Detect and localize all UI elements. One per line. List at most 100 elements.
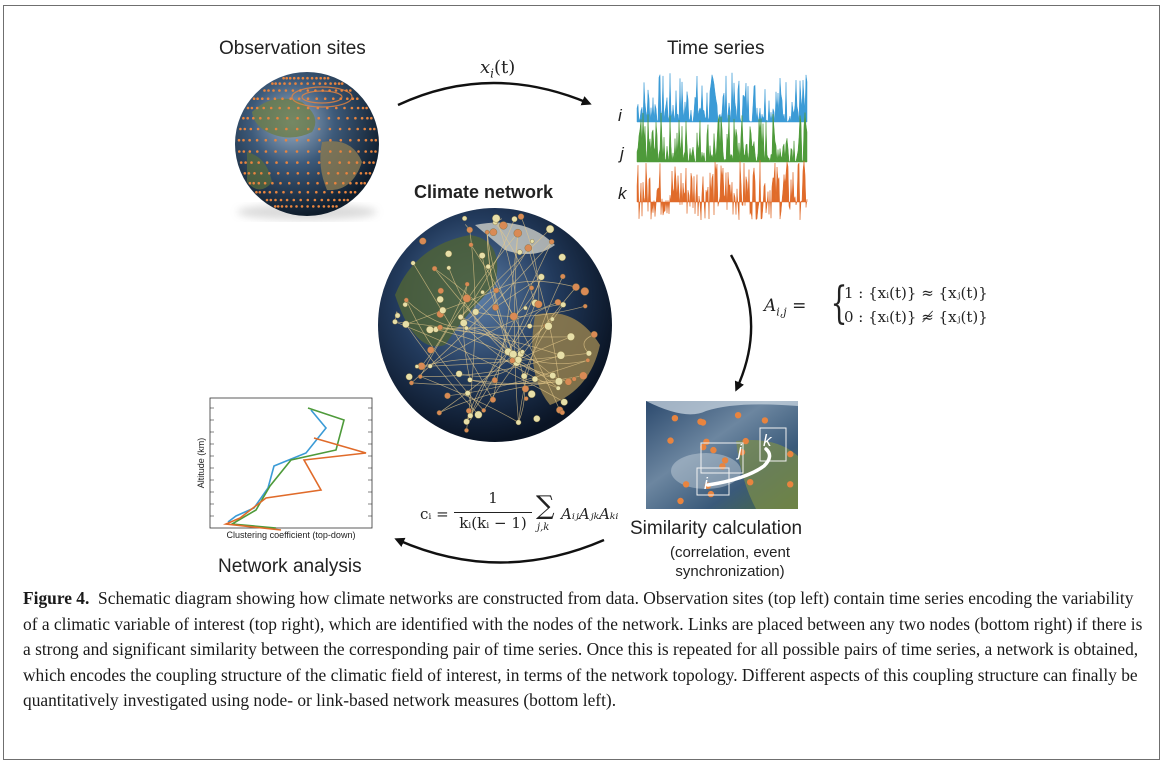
similarity-node-j: j	[736, 441, 743, 460]
observation-dot	[315, 190, 318, 194]
network-node	[426, 325, 434, 334]
similarity-dot	[710, 446, 717, 454]
network-node	[555, 385, 561, 391]
observation-dot	[297, 181, 300, 185]
network-node	[491, 377, 498, 384]
figure-frame	[3, 5, 1160, 760]
observation-dot	[370, 116, 373, 120]
similarity-dot	[700, 443, 707, 451]
observation-dot	[325, 181, 328, 185]
network-node	[523, 396, 529, 401]
clustering-den: kᵢ(kᵢ − 1)	[459, 514, 527, 532]
observation-dot	[327, 198, 330, 202]
network-edge	[469, 379, 559, 385]
network-node	[427, 363, 433, 369]
observation-dot	[345, 172, 348, 175]
network-node	[446, 265, 452, 271]
network-node	[524, 244, 533, 252]
observation-dot	[276, 172, 280, 175]
network-node	[414, 364, 420, 369]
observation-dot	[364, 172, 368, 175]
clustering-equation: cᵢ = 1 kᵢ(kᵢ − 1) ∑ j,k AᵢⱼAⱼₖAₖᵢ	[420, 489, 618, 539]
network-node	[571, 376, 577, 382]
observation-dot	[278, 89, 281, 92]
network-nodes	[392, 213, 598, 433]
network-edge	[439, 381, 559, 414]
observation-dot	[268, 190, 272, 194]
observation-dot	[356, 97, 359, 100]
network-edge	[486, 232, 509, 352]
observation-dot	[288, 181, 291, 185]
network-node	[394, 312, 401, 319]
network-edge	[421, 358, 517, 367]
observation-dot	[354, 116, 357, 120]
observation-dot	[259, 116, 262, 120]
network-node	[580, 287, 590, 296]
network-node	[511, 216, 518, 223]
network-node	[492, 214, 501, 223]
clustering-rhs: AᵢⱼAⱼₖAₖᵢ	[561, 505, 619, 523]
observation-dot	[372, 161, 375, 164]
observation-dot	[306, 181, 310, 185]
observation-dot	[247, 172, 251, 175]
observation-dot	[300, 205, 304, 208]
network-edge	[481, 255, 518, 363]
network-edge	[495, 218, 520, 360]
similarity-dot	[677, 497, 684, 505]
observation-dot	[357, 150, 360, 153]
observation-dot	[306, 205, 309, 208]
similarity-dot	[747, 479, 754, 486]
similarity-dot	[671, 415, 679, 422]
time-series-label: Time series	[667, 38, 765, 59]
similarity-note-line1: (correlation, event	[669, 544, 791, 561]
network-node	[523, 305, 528, 311]
arrow-timeseries-to-similarity	[729, 254, 753, 392]
network-edge	[520, 216, 540, 305]
network-edge	[460, 228, 551, 318]
network-node	[579, 371, 588, 380]
observation-dot	[256, 127, 260, 131]
similarity-dot	[707, 490, 715, 498]
observation-dot	[333, 82, 337, 85]
network-edge	[518, 276, 564, 423]
network-node	[492, 304, 499, 311]
network-node	[437, 324, 443, 331]
similarity-node-k: k	[763, 431, 773, 450]
network-node	[556, 351, 566, 360]
analysis-ticks	[210, 407, 372, 517]
observation-dot	[257, 161, 260, 164]
network-edge	[460, 316, 553, 376]
series-label-j: j	[620, 144, 624, 163]
network-node	[410, 260, 416, 266]
observation-dot	[334, 89, 338, 92]
network-node	[455, 370, 463, 378]
network-node	[439, 306, 447, 314]
observation-dot	[337, 190, 341, 194]
network-node	[527, 390, 536, 399]
observation-dot	[329, 138, 332, 142]
observation-dot	[323, 190, 326, 194]
network-node	[509, 312, 518, 321]
observation-dot	[306, 106, 310, 110]
network-node	[436, 410, 442, 416]
observation-dot	[263, 89, 266, 92]
observation-dot	[279, 198, 283, 202]
adjacency-lhs-sub: i,j	[776, 305, 787, 319]
network-edge	[459, 362, 517, 377]
similarity-dot	[721, 457, 729, 464]
adjacency-lhs: A	[764, 296, 777, 316]
observation-dot	[274, 127, 278, 131]
observation-sites-label: Observation sites	[219, 38, 366, 59]
network-node	[444, 392, 451, 400]
observation-dot	[326, 76, 330, 80]
clustering-sum: ∑	[536, 491, 555, 521]
similarity-dot	[667, 437, 674, 444]
network-node	[467, 377, 473, 383]
network-edge	[420, 354, 562, 377]
clustering-fraction-bar	[454, 512, 532, 513]
observation-dot	[361, 106, 365, 110]
observation-dot	[337, 82, 341, 85]
observation-dot	[364, 150, 367, 153]
network-edge	[439, 318, 553, 414]
observation-dot	[306, 76, 309, 80]
